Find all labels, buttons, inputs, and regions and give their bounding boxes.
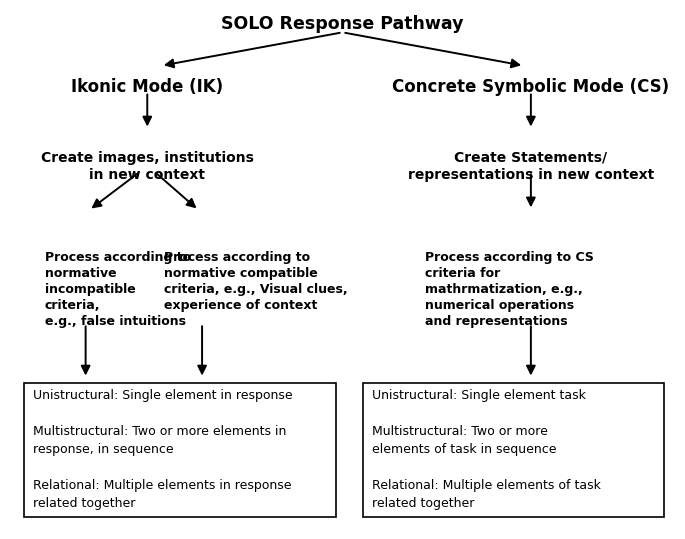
Text: Process according to CS
criteria for
mathrmatization, e.g.,
numerical operations: Process according to CS criteria for mat… — [425, 251, 594, 328]
Text: Unistructural: Single element task

Multistructural: Two or more
elements of tas: Unistructural: Single element task Multi… — [372, 389, 601, 510]
Text: Process according to
normative compatible
criteria, e.g., Visual clues,
experien: Process according to normative compatibl… — [164, 251, 348, 312]
FancyBboxPatch shape — [363, 383, 664, 517]
Text: Ikonic Mode (IK): Ikonic Mode (IK) — [71, 78, 223, 96]
Text: Create images, institutions
in new context: Create images, institutions in new conte… — [41, 151, 253, 182]
Text: SOLO Response Pathway: SOLO Response Pathway — [221, 15, 464, 33]
Text: Process according to
normative
incompatible
criteria,
e.g., false intuitions: Process according to normative incompati… — [45, 251, 190, 328]
Text: Unistructural: Single element in response

Multistructural: Two or more elements: Unistructural: Single element in respons… — [33, 389, 292, 510]
FancyBboxPatch shape — [24, 383, 336, 517]
Text: Concrete Symbolic Mode (CS): Concrete Symbolic Mode (CS) — [393, 78, 669, 96]
Text: Create Statements/
representations in new context: Create Statements/ representations in ne… — [408, 151, 654, 182]
